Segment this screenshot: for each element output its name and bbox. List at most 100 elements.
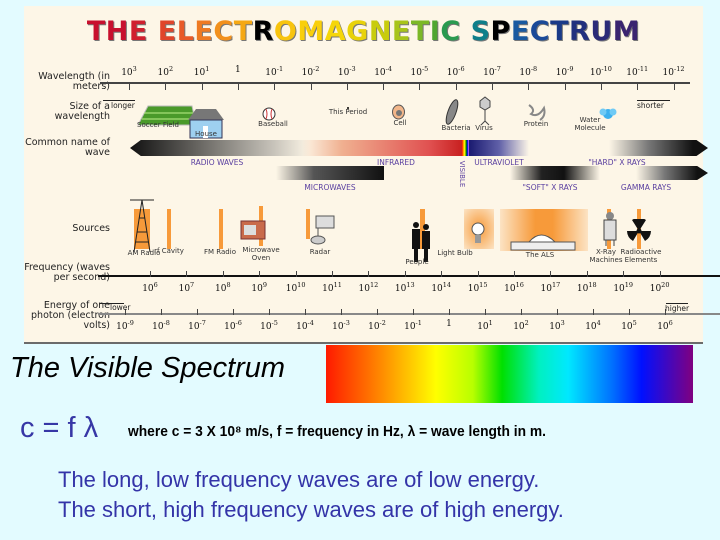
energy-tick-label: 10-9 [116,319,134,332]
wavelength-tick [419,84,421,90]
wavelength-axis [100,82,690,84]
frequency-tick [441,271,443,277]
radio-waves-bar [130,140,310,156]
frequency-tick [295,271,297,277]
title-letter: C [529,16,551,47]
water-molecule-icon [599,108,617,119]
title-letter: M [612,16,641,47]
title-letter: T [550,16,570,47]
source-caption: Microwave Oven [242,246,280,262]
title-letter: T [410,16,430,47]
wavelength-tick-label: 10-3 [337,65,356,78]
visible-bar [462,140,469,156]
energy-label: Energy of one photon (electron volts) [31,300,110,331]
lower-arrow-icon [100,303,124,304]
size-caption: House [195,130,217,138]
title-letter: R [252,16,274,47]
frequency-tick [514,271,515,277]
title-letter: E [157,16,177,47]
wavelength-tick [564,84,566,90]
people-icon [412,222,430,262]
wavelength-tick-label: 10-8 [519,65,538,78]
spectrum-chart-panel: THE ELECTROMAGNETIC SPECTRUM Wavelength … [24,6,720,344]
light-bulb-icon [471,222,485,243]
wavelength-tick-label: 10-12 [662,65,685,78]
frequency-tick [332,271,333,277]
title-letter: T [86,16,106,47]
higher-label: higher [665,304,690,313]
title-letter: T [233,16,253,47]
frequency-tick [186,271,188,277]
energy-tick-label: 10-6 [224,319,242,332]
wavelength-tick-label: 10-1 [265,65,284,78]
title-letter: S [470,16,491,47]
size-caption: Protein [523,120,549,128]
energy-tick [593,309,594,315]
size-caption: Cell [393,119,407,127]
house-icon [188,109,224,139]
soft-xrays-label: "SOFT" X RAYS [522,183,578,192]
wavelength-label: Wavelength (in meters) [38,71,110,92]
ultraviolet-label: ULTRAVIOLET [474,158,524,167]
sources-label: Sources [72,223,110,234]
title-letter [461,16,471,47]
source-caption: People [405,258,429,266]
source-caption: X-Ray Machines [589,248,623,264]
size-caption: Virus [475,124,493,132]
title-letter: P [490,16,511,47]
title-letter: R [569,16,591,47]
wavelength-tick-label: 10-5 [410,65,429,78]
wavelength-tick [310,84,312,90]
frequency-tick [623,271,625,277]
size-label: Size of a wavelength [54,101,110,122]
shorter-label: shorter [637,101,664,110]
frequency-tick-label: 109 [251,281,267,294]
radiation-symbol-icon [627,219,651,241]
energy-tick-label: 102 [513,319,529,332]
wavelength-tick [129,84,130,90]
visible-spectrum-title: The Visible Spectrum [10,352,286,384]
frequency-axis [98,275,720,277]
energy-tick [521,309,522,315]
virus-icon [479,96,491,126]
title-letter: E [510,16,530,47]
frequency-tick-label: 1019 [613,281,634,294]
energy-tick [629,309,630,315]
wavelength-tick-label: 102 [157,65,174,78]
wavelength-tick [274,84,276,90]
wavelength-tick [237,84,239,90]
energy-tick [557,309,558,315]
hard-xrays-label: "HARD" X RAYS [588,158,646,167]
chart-title: THE ELECTROMAGNETIC SPECTRUM [24,16,703,47]
microwaves-label: MICROWAVES [304,183,356,192]
microwave-oven-icon [240,220,266,240]
wavelength-tick [201,84,203,90]
title-letter: C [440,16,461,47]
wave-equation: c = f λ [20,412,99,444]
frequency-tick-label: 1011 [322,281,342,294]
wavelength-tick [383,84,385,90]
energy-tick-label: 10-1 [404,319,422,332]
size-caption: Water Molecule [574,116,606,132]
energy-tick-label: 10-7 [188,319,206,332]
title-letter: O [273,16,298,47]
energy-tick [665,309,666,315]
energy-tick-label: 104 [585,319,601,332]
energy-tick [233,309,234,315]
wavelength-tick-label: 10-10 [589,65,612,78]
wavelength-tick [637,84,639,90]
longer-arrow-icon [103,100,135,101]
title-letter: U [590,16,613,47]
energy-tick [341,309,342,315]
energy-tick [377,309,378,315]
fm-radio-band [219,209,223,249]
energy-tick [161,309,162,315]
title-letter: E [194,16,214,47]
frequency-tick-label: 1017 [540,281,561,294]
wavelength-tick-label: 103 [121,65,137,78]
baseball-icon [262,107,276,121]
wavelength-tick [492,84,493,90]
wavelength-tick [673,84,675,90]
visible-spectrum-gradient [326,345,693,403]
title-letter [148,16,158,47]
